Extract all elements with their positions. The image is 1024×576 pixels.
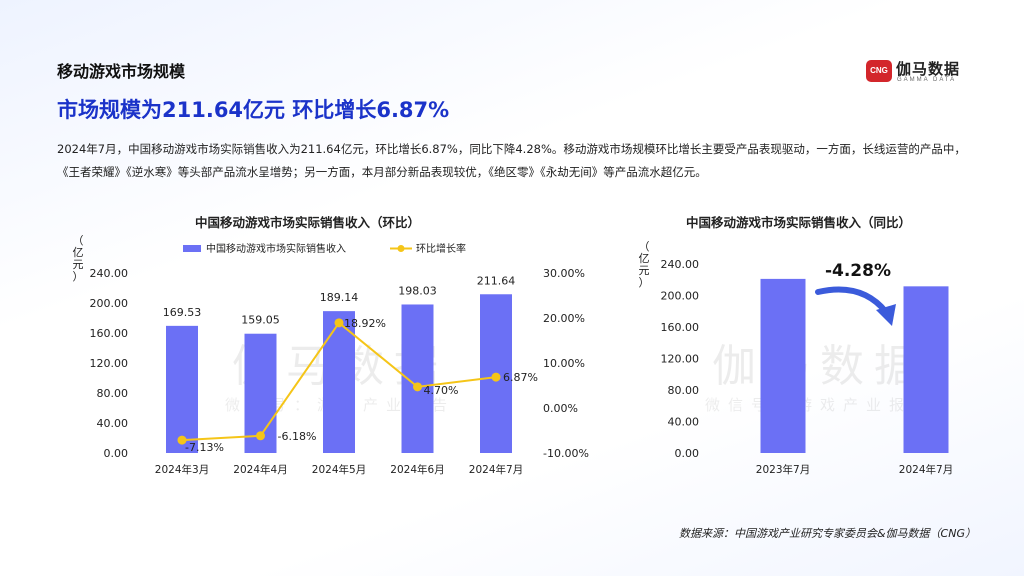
chart1-bar (323, 311, 355, 453)
chart1-growth-point (177, 435, 187, 445)
chart1-growth-point (413, 382, 422, 392)
chart2-bar (760, 278, 806, 453)
chart1-growth-label: 18.92% (344, 317, 386, 330)
chart2-y-tick: 160.00 (661, 321, 700, 334)
chart1-y-tick: 40.00 (97, 417, 129, 430)
chart1-svg: （亿元） 中国移动游戏市场实际销售收入 环比增长率 0.00 40.00 80.00 120… (73, 234, 589, 476)
chart2-decline-arrow (815, 286, 889, 315)
source-note: 数据来源：中国游戏产业研究专家委员会&伽马数据（CNG） (678, 527, 976, 540)
chart1-y-axis-label: 亿 (73, 246, 84, 259)
chart1-y-tick: 200.00 (90, 297, 129, 310)
legend-bar-label: 中国移动游戏市场实际销售收入 (206, 242, 346, 255)
chart1-y2-tick: 10.00% (543, 357, 585, 370)
logo-subtitle: GAMMA DATA (897, 77, 957, 83)
legend-line-label: 环比增长率 (416, 242, 466, 255)
chart1-x-tick: 2024年6月 (390, 463, 444, 476)
chart1-growth-label: -6.18% (278, 430, 317, 443)
chart1-bar-label: 198.03 (398, 284, 437, 297)
chart1-growth-label: -7.13% (185, 441, 224, 454)
chart1-x-tick: 2024年4月 (233, 463, 287, 476)
watermark-right: 伽马数据 微信号：游戏产业报告 (680, 330, 960, 415)
chart2-y-axis-label: 亿 (639, 252, 650, 265)
chart1-x-tick: 2024年3月 (155, 463, 209, 476)
legend-line-marker (397, 245, 405, 252)
logo-name: 伽马数据 (896, 60, 961, 78)
chart1-y-tick: 0.00 (104, 447, 129, 460)
summary-text: 2024年7月，中国移动游戏市场实际销售收入为211.64亿元，环比增长6.87… (57, 142, 966, 179)
chart2-bar (903, 286, 949, 453)
chart1-y-axis-label: 元 (73, 258, 84, 271)
chart1-y2-tick: 30.00% (543, 267, 585, 280)
section-title: 移动游戏市场规模 (57, 62, 186, 81)
chart2-y-tick: 80.00 (668, 384, 700, 397)
chart1-growth-point (334, 318, 344, 328)
chart1-y-tick: 240.00 (90, 267, 129, 280)
chart2-y-tick: 0.00 (675, 447, 700, 460)
chart1-y2-tick: 20.00% (543, 312, 585, 325)
chart2-y-tick: 40.00 (668, 416, 700, 429)
chart1-bar-label: 189.14 (320, 291, 359, 304)
logo: CNG 伽马数据 GAMMA DATA (866, 58, 976, 88)
chart2-y-tick: 240.00 (661, 258, 700, 271)
chart2-x-tick: 2024年7月 (899, 463, 953, 476)
chart2-y-tick: 200.00 (661, 290, 700, 303)
chart1-bar-label: 211.64 (477, 274, 516, 287)
chart2-x-tick: 2023年7月 (756, 463, 810, 476)
chart1-growth-point (491, 372, 501, 382)
chart1-growth-label: 6.87% (503, 371, 538, 384)
chart1-y-tick: 120.00 (90, 357, 129, 370)
chart1-x-tick: 2024年5月 (312, 463, 366, 476)
watermark-right-main: 伽马数据 (712, 341, 928, 392)
chart1-y2-tick: -10.00% (543, 447, 589, 460)
chart1-y-axis-label: （ (73, 234, 84, 247)
chart1-bar (166, 325, 198, 453)
chart1-title: 中国移动游戏市场实际销售收入（环比） (195, 215, 421, 230)
chart1-y-tick: 80.00 (97, 387, 129, 400)
chart1-growth-label: 4.70% (424, 384, 459, 397)
chart1-growth-point (256, 431, 265, 441)
chart2-y-axis-label: 元 (639, 264, 650, 277)
chart1-y2-tick: 0.00% (543, 402, 578, 415)
chart2-svg: （亿元） 0.00 40.00 80.00 120.00 160.00 200.00 240.… (639, 240, 954, 476)
headline: 市场规模为211.64亿元 环比增长6.87% (57, 98, 450, 122)
chart2-title: 中国移动游戏市场实际销售收入（同比） (686, 215, 912, 230)
chart1-bar-label: 159.05 (241, 314, 280, 327)
chart2-y-axis-label: （ (639, 240, 650, 253)
chart1-x-tick: 2024年7月 (469, 463, 523, 476)
chart2-y-axis-label: ） (639, 276, 650, 289)
chart2-yoy-annotation: -4.28% (825, 261, 891, 281)
legend-bar-swatch (183, 245, 201, 252)
chart1-y-axis-label: ） (73, 270, 84, 283)
logo-mark: CNG (866, 60, 892, 82)
watermark-right-sub: 微信号：游戏产业报告 (704, 396, 935, 414)
chart1-y-tick: 160.00 (90, 327, 129, 340)
chart2-y-tick: 120.00 (661, 353, 700, 366)
chart1-bar-label: 169.53 (163, 306, 202, 319)
chart2-decline-arrowhead (876, 304, 896, 326)
